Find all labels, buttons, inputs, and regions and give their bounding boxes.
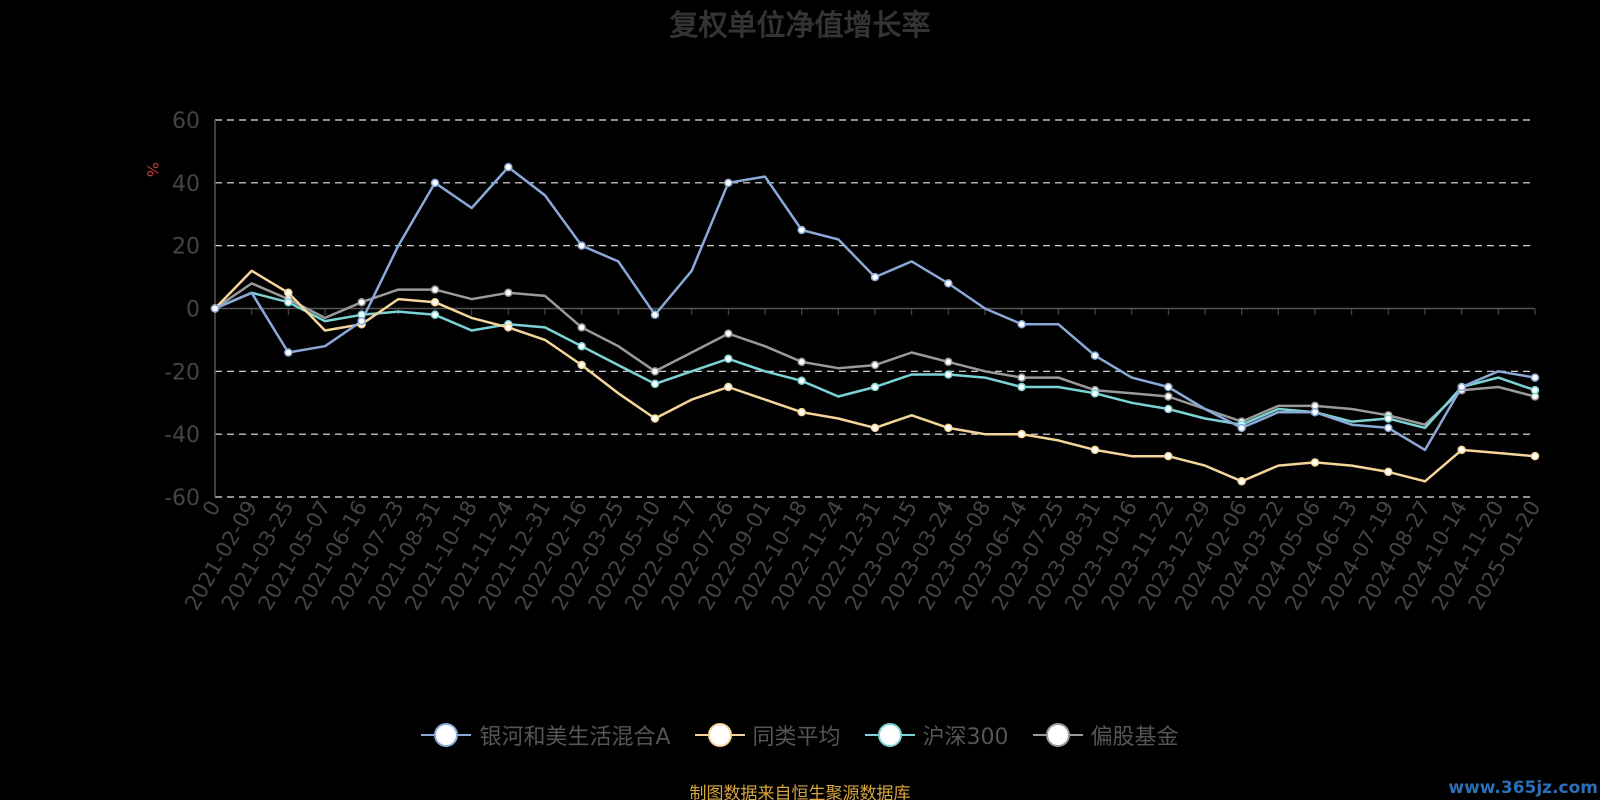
data-point <box>284 288 293 298</box>
data-point <box>870 360 880 370</box>
data-point <box>1310 458 1320 467</box>
site-watermark: www.365jz.com <box>1448 778 1598 798</box>
data-point <box>650 367 660 376</box>
data-source-note: 制图数据来自恒生聚源数据库 <box>689 784 911 800</box>
legend-item-equity-funds[interactable]: 偏股基金 <box>1032 719 1179 751</box>
data-point <box>1090 389 1100 398</box>
data-point <box>724 329 733 338</box>
data-point <box>1090 351 1100 360</box>
data-point <box>577 241 586 250</box>
data-point <box>1164 404 1173 414</box>
data-point <box>430 297 440 307</box>
data-point <box>284 348 293 357</box>
y-axis-label: % <box>143 162 162 177</box>
data-point <box>284 297 293 307</box>
data-point <box>1310 407 1320 417</box>
data-point <box>797 225 806 235</box>
data-point <box>504 323 513 332</box>
data-point <box>724 382 733 392</box>
chart-title: 复权单位净值增长率 <box>669 8 931 42</box>
data-point <box>577 323 586 332</box>
data-point <box>357 297 366 307</box>
chart-legend: 银河和美生活混合A 同类平均 沪深300 偏股基金 <box>0 719 1600 751</box>
data-point <box>577 360 586 370</box>
data-point <box>1457 445 1466 455</box>
y-tick-label: 60 <box>172 109 200 134</box>
series-line <box>214 269 1536 483</box>
legend-label: 沪深300 <box>922 725 1009 750</box>
data-point <box>1017 319 1026 329</box>
data-point <box>724 354 733 364</box>
data-point <box>944 423 953 433</box>
y-tick-label: 40 <box>172 172 200 197</box>
data-point <box>1164 392 1173 401</box>
data-point <box>1017 373 1026 382</box>
data-point <box>357 316 366 326</box>
data-point <box>1237 423 1246 433</box>
data-point <box>944 279 953 288</box>
data-point <box>1237 477 1246 486</box>
data-point <box>944 357 953 367</box>
data-point <box>870 382 880 392</box>
legend-item-peer-average[interactable]: 同类平均 <box>694 719 841 751</box>
data-point <box>870 423 880 433</box>
data-point <box>1530 373 1540 382</box>
data-point <box>1090 445 1100 455</box>
data-point <box>797 407 806 417</box>
data-point <box>210 304 220 313</box>
legend-item-fund[interactable]: 银河和美生活混合A <box>421 719 671 751</box>
data-point <box>650 310 660 320</box>
legend-item-csi300[interactable]: 沪深300 <box>864 719 1009 751</box>
data-point <box>430 285 440 294</box>
legend-marker-icon <box>1032 723 1083 747</box>
data-point <box>650 379 660 389</box>
data-point <box>1164 451 1173 461</box>
data-point <box>1457 382 1466 392</box>
series-line <box>214 282 1536 426</box>
y-tick-label: 20 <box>172 235 200 260</box>
legend-label: 偏股基金 <box>1090 725 1179 750</box>
y-tick-label: -20 <box>164 360 200 385</box>
legend-label: 银河和美生活混合A <box>479 725 671 750</box>
data-point <box>1164 382 1173 392</box>
y-tick-label: -40 <box>164 423 200 448</box>
data-point <box>1384 423 1393 433</box>
data-point <box>944 370 953 379</box>
legend-marker-icon <box>421 723 472 747</box>
y-tick-label: -60 <box>164 486 200 511</box>
data-point <box>504 288 513 298</box>
data-point <box>504 162 513 172</box>
data-point <box>1017 429 1026 439</box>
data-point <box>797 357 806 367</box>
data-point <box>870 272 880 282</box>
legend-marker-icon <box>864 723 915 747</box>
data-point <box>1384 414 1393 423</box>
data-point <box>1017 382 1026 392</box>
data-point <box>797 376 806 386</box>
data-point <box>650 414 660 423</box>
data-point <box>430 178 440 188</box>
data-point <box>1384 467 1393 477</box>
y-tick-label: 0 <box>186 298 200 323</box>
legend-marker-icon <box>694 723 745 747</box>
x-tick-label: 0 <box>198 497 225 521</box>
data-point <box>430 310 440 320</box>
legend-label: 同类平均 <box>752 725 841 750</box>
data-point <box>1530 385 1540 395</box>
data-point <box>577 341 586 351</box>
data-point <box>724 178 733 188</box>
data-point <box>1530 451 1540 461</box>
